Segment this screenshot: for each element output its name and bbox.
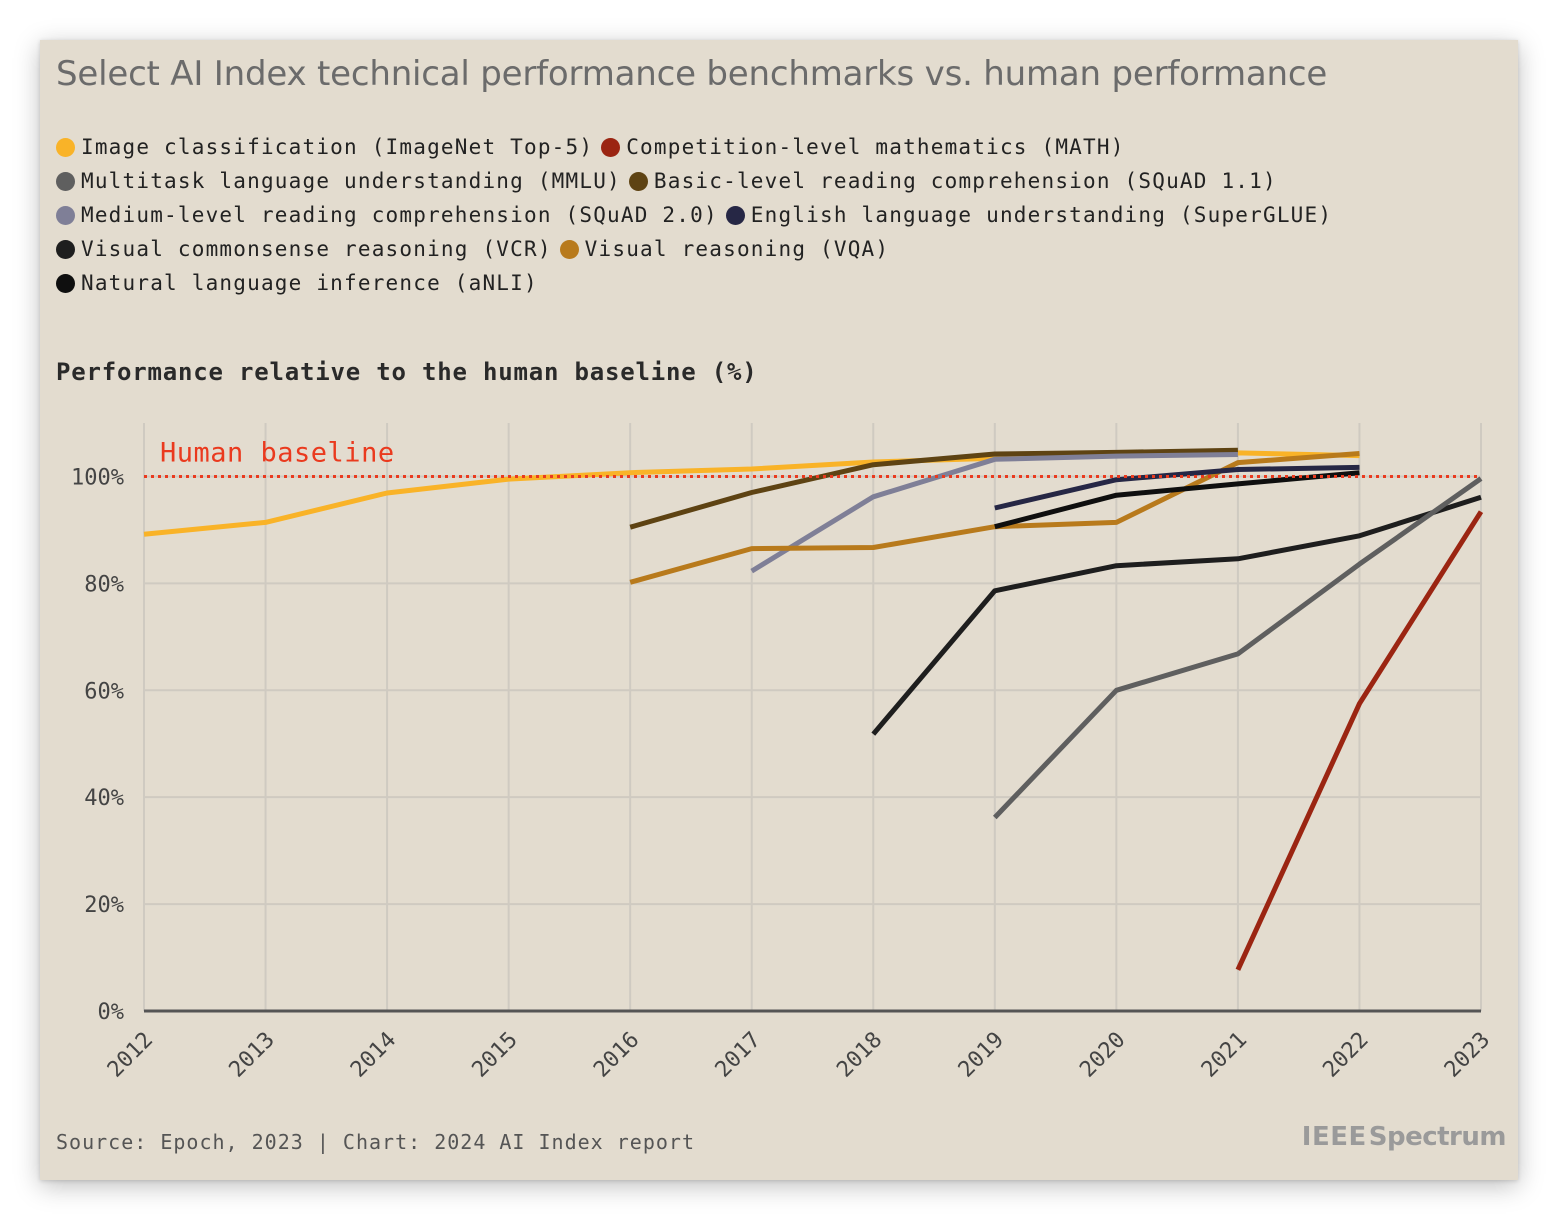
source-note: Source: Epoch, 2023 | Chart: 2024 AI Ind… bbox=[56, 1130, 696, 1154]
series-line bbox=[994, 464, 1360, 511]
legend-item: Natural language inference (aNLI) bbox=[56, 271, 538, 295]
ieee-spectrum-logo: IEEESpectrum bbox=[1301, 1122, 1507, 1152]
x-tick-label: 2019 bbox=[954, 1027, 1009, 1082]
series-line bbox=[629, 447, 1238, 530]
legend-label: Medium-level reading comprehension (SQuA… bbox=[81, 203, 718, 227]
legend-row: Visual commonsense reasoning (VCR) Visual… bbox=[56, 232, 1496, 266]
legend-item: English language understanding (SuperGLU… bbox=[725, 203, 1333, 227]
legend-item: Competition-level mathematics (MATH) bbox=[601, 135, 1124, 159]
line-chart: 0% 20% 40% 60% 80% 100% 2012 2013 2014 2015 2016 20… bbox=[71, 423, 1495, 1083]
x-tick-label: 2022 bbox=[1318, 1027, 1373, 1082]
y-tick-label: 80% bbox=[84, 572, 124, 597]
legend-swatch bbox=[56, 205, 75, 225]
human-baseline-label: Human baseline bbox=[160, 437, 395, 468]
x-tick-label: 2021 bbox=[1197, 1027, 1252, 1082]
legend-swatch bbox=[56, 171, 75, 191]
legend-swatch bbox=[56, 273, 75, 293]
legend-row: Image classification (ImageNet Top-5) Com… bbox=[56, 130, 1496, 164]
legend-label: Natural language inference (aNLI) bbox=[81, 271, 538, 295]
x-tick-label: 2018 bbox=[832, 1027, 887, 1082]
legend: Image classification (ImageNet Top-5) Com… bbox=[56, 130, 1496, 300]
legend-label: Multitask language understanding (MMLU) bbox=[81, 169, 621, 193]
y-tick-label: 40% bbox=[84, 786, 124, 811]
legend-swatch bbox=[56, 239, 75, 259]
chart-title: Select AI Index technical performance be… bbox=[56, 54, 1328, 94]
legend-label: Competition-level mathematics (MATH) bbox=[626, 135, 1125, 159]
y-tick-label: 20% bbox=[84, 893, 124, 918]
x-tick-label: 2012 bbox=[103, 1027, 158, 1082]
legend-item: Basic-level reading comprehension (SQuAD… bbox=[628, 169, 1277, 193]
legend-item: Visual commonsense reasoning (VCR) bbox=[56, 237, 552, 261]
legend-label: Visual reasoning (VQA) bbox=[584, 237, 890, 261]
x-tick-label: 2023 bbox=[1440, 1027, 1495, 1082]
legend-row: Natural language inference (aNLI) bbox=[56, 266, 1496, 300]
chart-card: Select AI Index technical performance be… bbox=[40, 40, 1518, 1180]
series-line bbox=[1235, 510, 1484, 971]
legend-label: English language understanding (SuperGLU… bbox=[750, 203, 1333, 227]
legend-swatch bbox=[628, 171, 648, 191]
x-tick-label: 2017 bbox=[711, 1027, 766, 1082]
legend-label: Basic-level reading comprehension (SQuAD… bbox=[653, 169, 1277, 193]
series-line bbox=[871, 494, 1482, 736]
legend-item: Multitask language understanding (MMLU) bbox=[56, 169, 621, 193]
legend-row: Medium-level reading comprehension (SQuA… bbox=[56, 198, 1496, 232]
legend-label: Visual commonsense reasoning (VCR) bbox=[81, 237, 552, 261]
y-tick-label: 60% bbox=[84, 679, 124, 704]
series-line bbox=[994, 470, 1360, 530]
x-tick-label: 2020 bbox=[1075, 1027, 1130, 1082]
x-tick-label: 2016 bbox=[589, 1027, 644, 1082]
legend-item: Visual reasoning (VQA) bbox=[559, 237, 890, 261]
legend-label: Image classification (ImageNet Top-5) bbox=[81, 135, 594, 159]
legend-swatch bbox=[56, 137, 75, 157]
legend-swatch bbox=[601, 137, 621, 157]
legend-item: Image classification (ImageNet Top-5) bbox=[56, 135, 593, 159]
series-line bbox=[750, 452, 1238, 574]
x-tick-label: 2015 bbox=[468, 1027, 523, 1082]
series-line bbox=[992, 476, 1483, 820]
y-axis-title: Performance relative to the human baseli… bbox=[56, 358, 758, 386]
legend-swatch bbox=[725, 205, 745, 225]
legend-swatch bbox=[559, 239, 579, 259]
x-tick-label: 2014 bbox=[346, 1027, 401, 1082]
legend-row: Multitask language understanding (MMLU) B… bbox=[56, 164, 1496, 198]
x-tick-label: 2013 bbox=[225, 1027, 280, 1082]
y-tick-label: 0% bbox=[98, 1000, 125, 1025]
legend-item: Medium-level reading comprehension (SQuA… bbox=[56, 203, 718, 227]
y-tick-label: 100% bbox=[71, 465, 124, 490]
